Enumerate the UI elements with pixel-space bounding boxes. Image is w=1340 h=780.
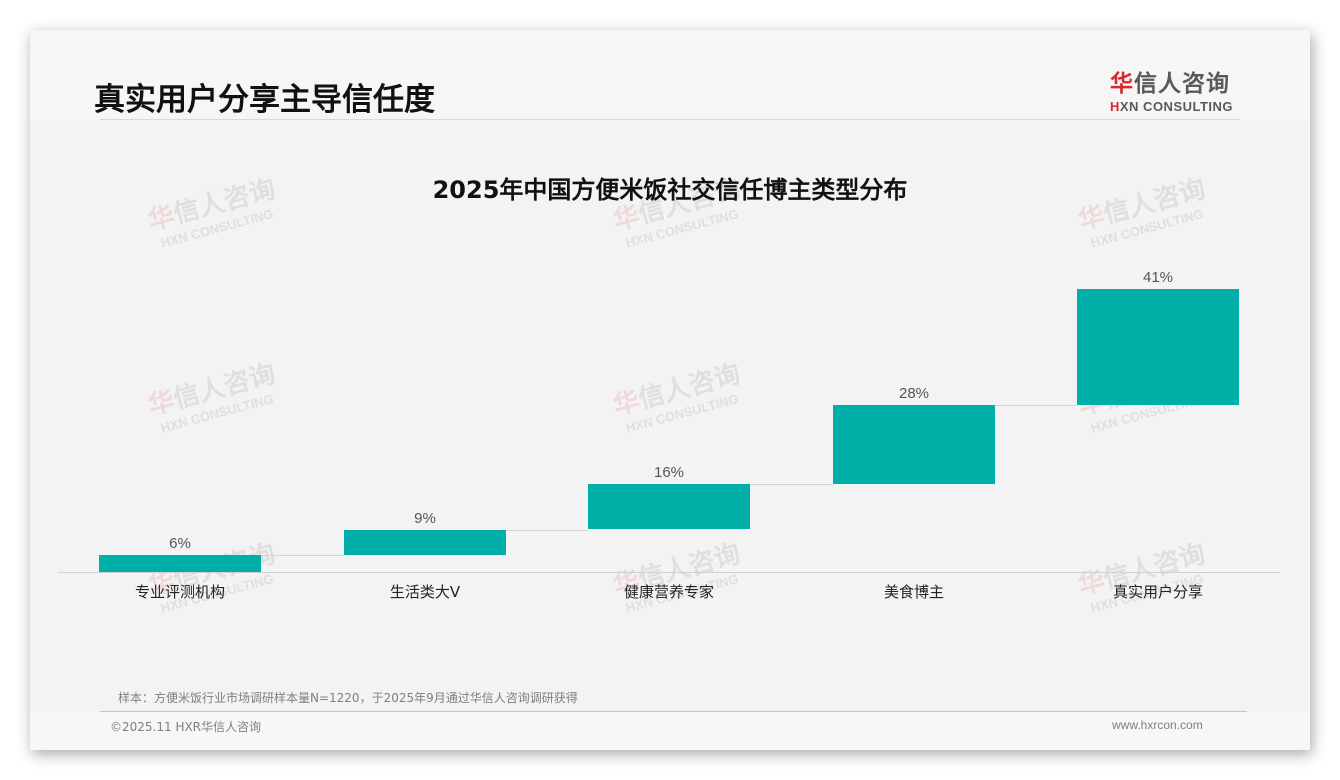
bar-value-label: 16% xyxy=(653,464,685,481)
source-note: 样本：方便米饭行业市场调研样本量N=1220，于2025年9月通过华信人咨询调研… xyxy=(118,691,578,705)
header-divider xyxy=(100,119,1240,120)
bar xyxy=(833,405,995,484)
footer-divider xyxy=(100,711,1247,712)
bar-value-label: 6% xyxy=(169,535,191,552)
website-link[interactable]: www.hxrcon.com xyxy=(1112,718,1203,732)
waterfall-chart: 6% 专业评测机构 9% 生活类大V 16% 健康营养专家 28% 美食博主 41% 真实用户分享 xyxy=(30,30,1310,750)
copyright-text: ©2025.11 HXR华信人咨询 xyxy=(110,720,262,734)
footer-band xyxy=(30,712,1310,750)
logo-cn-text: 华信人咨询 xyxy=(1110,64,1250,98)
category-label: 专业评测机构 xyxy=(134,583,225,601)
bar xyxy=(99,555,261,572)
bar xyxy=(588,484,750,529)
waterfall-connector xyxy=(58,572,99,573)
category-label: 真实用户分享 xyxy=(1112,583,1203,601)
waterfall-connector xyxy=(995,405,1077,406)
bar xyxy=(344,530,506,555)
x-axis-line xyxy=(58,572,1280,573)
logo-en-rest: XN CONSULTING xyxy=(1119,99,1234,114)
header-band xyxy=(30,30,1310,120)
bar-value-label: 28% xyxy=(898,385,930,402)
page-title: 真实用户分享主导信任度 xyxy=(94,82,435,118)
logo-cn-accent: 华 xyxy=(1110,71,1134,97)
bar xyxy=(1077,289,1239,405)
category-label: 健康营养专家 xyxy=(623,583,714,601)
chart-title: 2025年中国方便米饭社交信任博主类型分布 xyxy=(432,176,908,204)
bar-value-label: 41% xyxy=(1142,269,1174,286)
logo-en-accent: H xyxy=(1110,99,1120,114)
logo-en-text: HXN CONSULTING xyxy=(1110,99,1250,114)
category-label: 生活类大V xyxy=(389,583,461,601)
category-label: 美食博主 xyxy=(883,583,944,601)
waterfall-connector xyxy=(750,484,833,485)
bar-value-label: 9% xyxy=(414,510,436,527)
company-logo: 华信人咨询 HXN CONSULTING xyxy=(1110,64,1250,114)
waterfall-connector xyxy=(506,530,588,531)
logo-cn-rest: 信人咨询 xyxy=(1134,71,1230,97)
slide: 真实用户分享主导信任度 华信人咨询 HXN CONSULTING 华信人咨询 HX… xyxy=(30,30,1310,750)
waterfall-connector xyxy=(261,555,344,556)
